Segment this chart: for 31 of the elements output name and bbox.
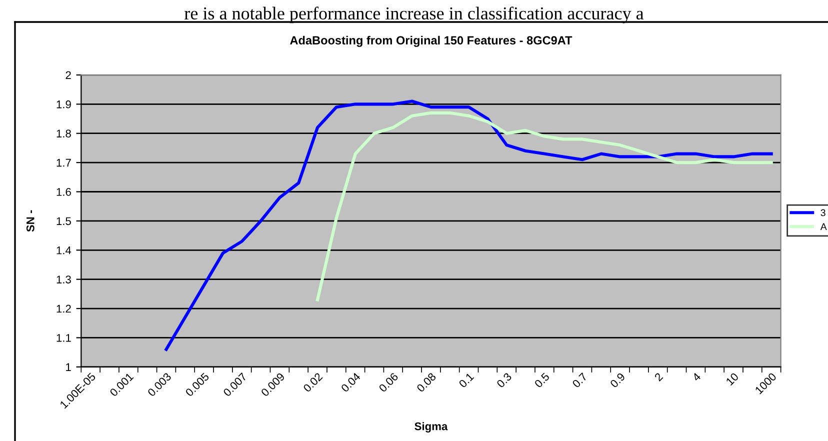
- y-tick-label: 1: [66, 363, 71, 371]
- y-axis-title: SN -: [26, 210, 34, 232]
- x-tick-label: 0.9: [610, 372, 626, 388]
- x-tick-label: 4: [692, 372, 702, 382]
- x-axis-title: Sigma: [414, 422, 448, 432]
- y-tick-label: 1.9: [56, 100, 71, 108]
- x-tick-label: 0.08: [416, 372, 436, 393]
- y-tick-label: 2: [66, 71, 71, 79]
- x-tick-label: 10: [726, 372, 739, 386]
- x-tick-label: 0.1: [458, 372, 474, 388]
- y-tick-label: 1.2: [56, 304, 71, 313]
- x-tick-label: 0.7: [572, 372, 588, 388]
- x-tick-label: 0.02: [302, 372, 323, 393]
- x-tick-label: 0.06: [378, 372, 399, 393]
- y-tick-label: 1.5: [56, 217, 71, 226]
- legend-label: 3: [820, 209, 826, 216]
- text: re is a notable performance increase in classification accuracy a: [184, 6, 644, 24]
- y-tick-label: 1.7: [56, 158, 71, 167]
- x-tick-label: 0.04: [340, 372, 361, 393]
- chart-title: AdaBoosting from Original 150 Features - 8GC9AT: [290, 36, 572, 47]
- y-tick-label: 1.4: [56, 246, 72, 254]
- y-tick-label: 1.3: [56, 276, 71, 284]
- y-tick-label: 1.1: [56, 334, 71, 342]
- x-tick-label: 0.3: [496, 372, 512, 388]
- y-tick-label: 1.8: [56, 130, 71, 138]
- x-tick-label: 2: [654, 372, 664, 382]
- line-series: [164, 100, 773, 351]
- legend-label: A: [820, 223, 827, 230]
- line-series: [316, 111, 773, 302]
- x-tick-label: 0.5: [534, 372, 550, 388]
- y-tick-label: 1.6: [56, 188, 71, 196]
